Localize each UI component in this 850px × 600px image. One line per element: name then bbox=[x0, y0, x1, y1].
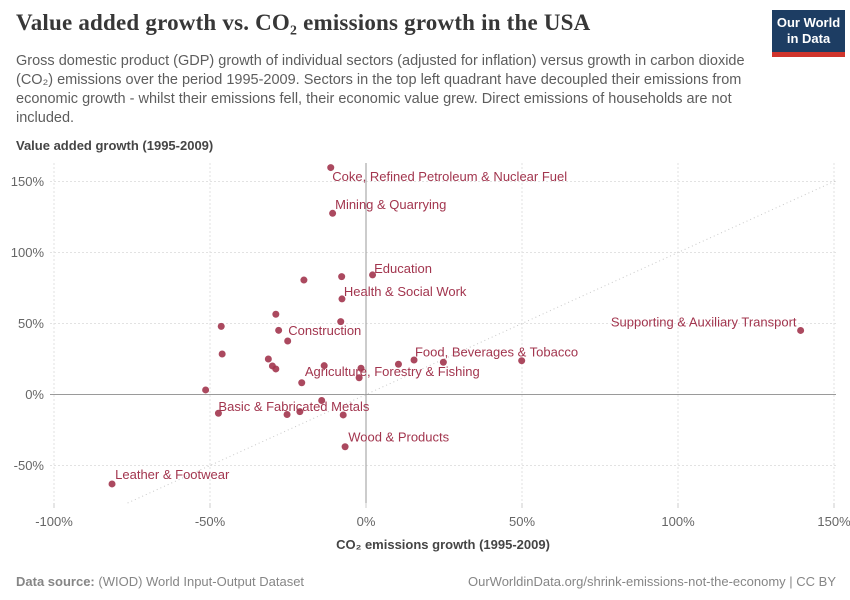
data-point[interactable] bbox=[284, 337, 292, 345]
y-tick-label: 0% bbox=[25, 387, 44, 402]
x-tick-label: 150% bbox=[817, 514, 850, 529]
page-title: Value added growth vs. CO₂ emissions gro… bbox=[16, 10, 591, 35]
y-tick-label: 100% bbox=[11, 245, 45, 260]
chart-footer: Data source: (WIOD) World Input-Output D… bbox=[16, 574, 836, 589]
owid-logo-line2: in Data bbox=[786, 31, 831, 46]
data-point[interactable] bbox=[410, 356, 418, 364]
owid-logo-bar bbox=[772, 52, 845, 57]
point-label: Education bbox=[374, 261, 432, 276]
x-axis-title: CO₂ emissions growth (1995-2009) bbox=[336, 537, 550, 552]
chart-subtitle: Gross domestic product (GDP) growth of i… bbox=[16, 53, 745, 126]
point-label: Coke, Refined Petroleum & Nuclear Fuel bbox=[332, 169, 567, 184]
data-point[interactable] bbox=[275, 326, 283, 334]
data-point[interactable] bbox=[439, 358, 447, 366]
data-point[interactable] bbox=[298, 379, 306, 387]
point-label: Leather & Footwear bbox=[115, 467, 230, 482]
data-point[interactable] bbox=[108, 480, 116, 488]
data-point[interactable] bbox=[296, 408, 304, 416]
data-point[interactable] bbox=[341, 443, 349, 451]
y-tick-label: 50% bbox=[18, 316, 44, 331]
data-point[interactable] bbox=[283, 411, 291, 419]
point-label: Mining & Quarrying bbox=[335, 197, 446, 212]
data-source-value: (WIOD) World Input-Output Dataset bbox=[98, 574, 305, 589]
x-tick-label: 0% bbox=[357, 514, 376, 529]
point-label: Agriculture, Forestry & Fishing bbox=[305, 364, 480, 379]
data-point[interactable] bbox=[338, 295, 346, 303]
x-tick-label: -100% bbox=[35, 514, 73, 529]
data-point[interactable] bbox=[338, 273, 346, 281]
data-point[interactable] bbox=[214, 409, 222, 417]
data-point[interactable] bbox=[337, 318, 345, 326]
data-source: Data source: (WIOD) World Input-Output D… bbox=[16, 574, 304, 589]
data-point[interactable] bbox=[202, 386, 210, 394]
y-tick-label: 150% bbox=[11, 174, 45, 189]
x-tick-label: -50% bbox=[195, 514, 226, 529]
data-point[interactable] bbox=[369, 271, 377, 279]
data-point[interactable] bbox=[797, 326, 805, 334]
data-point[interactable] bbox=[394, 360, 402, 368]
y-axis-title: Value added growth (1995-2009) bbox=[16, 138, 213, 153]
data-point[interactable] bbox=[218, 350, 226, 358]
data-point[interactable] bbox=[357, 364, 365, 372]
data-point[interactable] bbox=[318, 396, 326, 404]
data-source-label: Data source: bbox=[16, 574, 95, 589]
point-label: Health & Social Work bbox=[344, 284, 467, 299]
data-point[interactable] bbox=[272, 310, 280, 318]
point-label: Construction bbox=[288, 323, 361, 338]
y-tick-label: -50% bbox=[14, 458, 45, 473]
x-tick-label: 100% bbox=[661, 514, 695, 529]
point-label: Supporting & Auxiliary Transport bbox=[611, 315, 797, 330]
data-point[interactable] bbox=[518, 357, 526, 365]
owid-logo-text: Our World in Data bbox=[772, 10, 845, 52]
point-label: Wood & Products bbox=[348, 430, 449, 445]
point-label: Basic & Fabricated Metals bbox=[218, 399, 370, 414]
point-label: Food, Beverages & Tobacco bbox=[415, 345, 578, 360]
owid-logo[interactable]: Our World in Data bbox=[772, 10, 845, 57]
data-point[interactable] bbox=[272, 365, 280, 373]
owid-logo-line1: Our World bbox=[776, 15, 841, 30]
license-link[interactable]: OurWorldinData.org/shrink-emissions-not-… bbox=[468, 574, 836, 589]
data-point[interactable] bbox=[339, 411, 347, 419]
data-point[interactable] bbox=[355, 374, 363, 382]
data-point[interactable] bbox=[327, 164, 335, 172]
data-point[interactable] bbox=[217, 322, 225, 330]
x-tick-label: 50% bbox=[509, 514, 535, 529]
reference-line bbox=[127, 180, 837, 504]
data-point[interactable] bbox=[320, 362, 328, 370]
data-point[interactable] bbox=[264, 355, 272, 363]
data-point[interactable] bbox=[329, 209, 337, 217]
data-point[interactable] bbox=[300, 276, 308, 284]
